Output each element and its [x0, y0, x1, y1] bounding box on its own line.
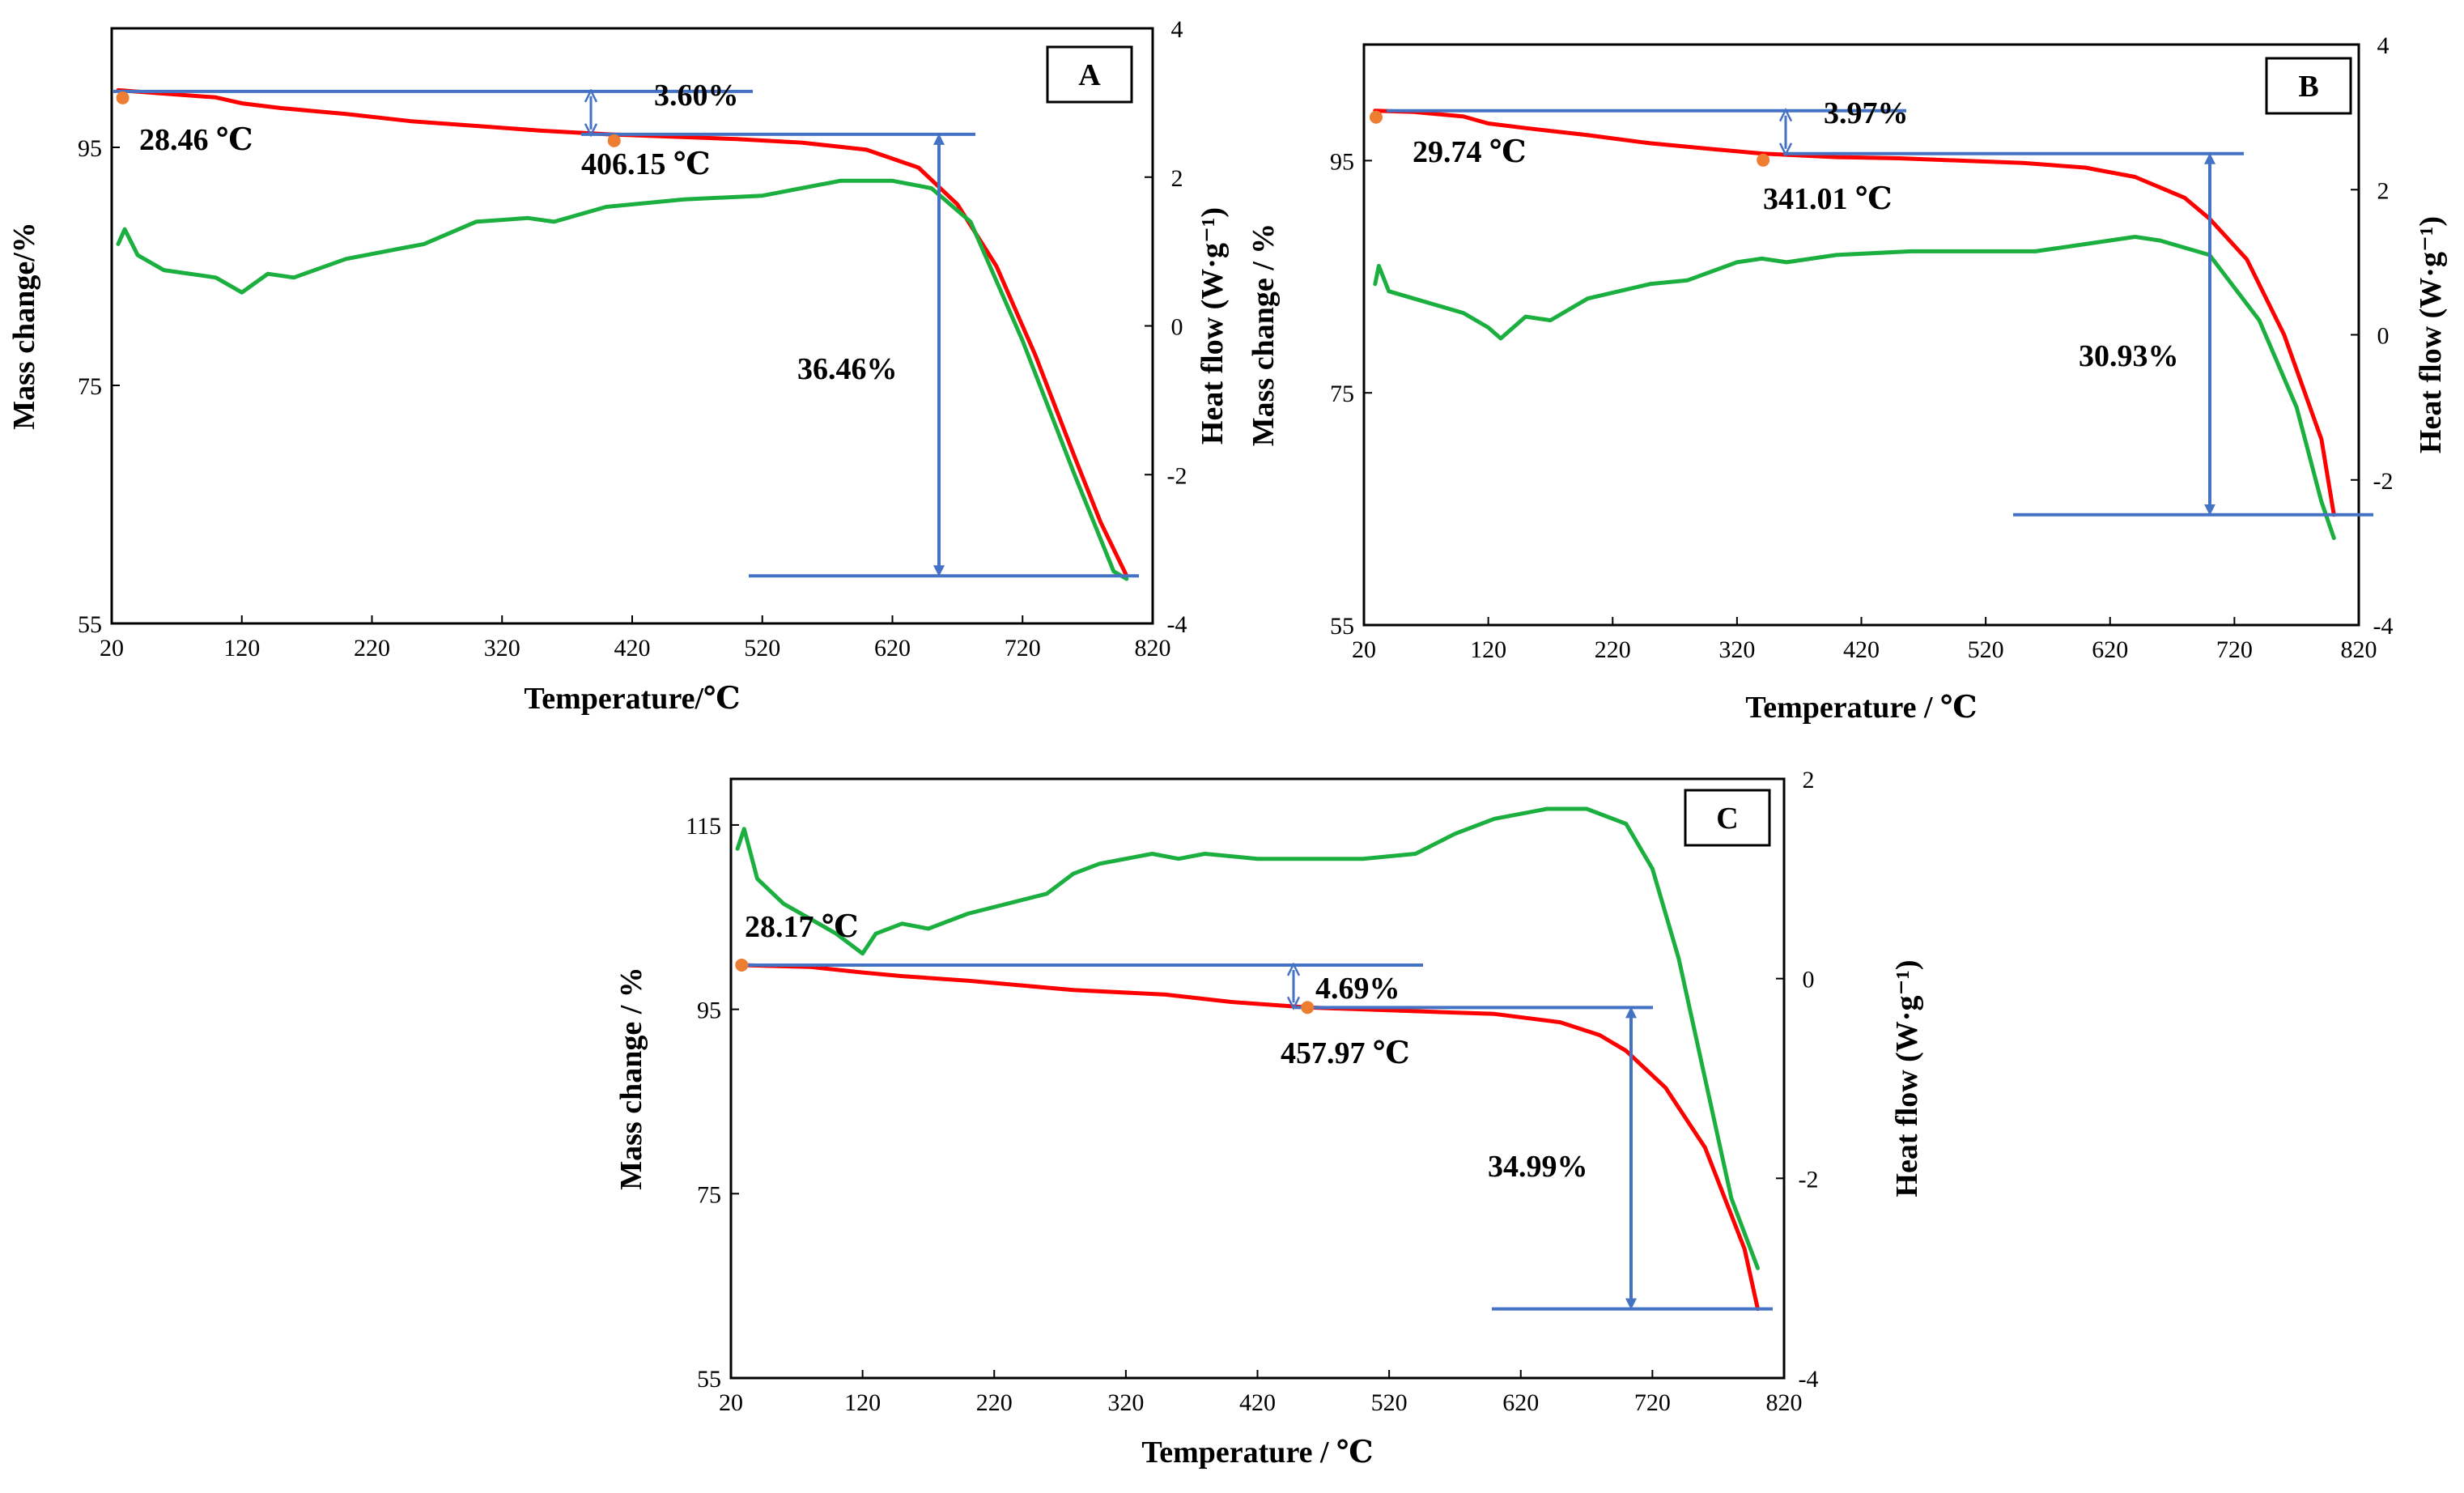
heat-flow-line — [116, 178, 1129, 581]
y-right-tick-label: -2 — [1167, 462, 1187, 489]
x-tick-label: 120 — [844, 1389, 881, 1416]
panel-letter-box — [2265, 57, 2352, 115]
temperature-marker — [607, 134, 621, 147]
y-right-tick-label: 2 — [2377, 177, 2390, 204]
y-right-axis-label: Heat flow (W·g⁻¹) — [2414, 216, 2448, 453]
x-axis-label: Temperature/℃ — [524, 682, 740, 716]
x-tick-label: 620 — [874, 635, 911, 661]
panel-b: 20 120 220 320 420 520 620 720 820 55 75 95 -4 -2 0 2 4 T… — [1247, 32, 2448, 725]
temperature-annotation: 28.17 ℃ — [745, 910, 859, 944]
x-tick-label: 320 — [1718, 636, 1755, 663]
temperature-marker — [735, 958, 749, 972]
x-axis-label: Temperature / ℃ — [1745, 691, 1977, 725]
x-tick-label: 720 — [2216, 636, 2253, 663]
heat-flow-line — [1373, 235, 2336, 540]
temperature-marker — [1301, 1001, 1315, 1014]
y-left-axis-label: Mass change / % — [1247, 223, 1281, 447]
y-left-tick-label: 75 — [78, 373, 102, 400]
y-left-tick-label: 95 — [697, 997, 721, 1024]
x-tick-label: 720 — [1634, 1389, 1671, 1416]
x-tick-label: 120 — [223, 635, 260, 661]
x-tick-label: 620 — [2092, 636, 2128, 663]
x-tick-label: 520 — [1968, 636, 2004, 663]
panel-a: 20 120 220 320 420 520 620 720 820 55 75 95 -4 -2 0 2 4 T… — [7, 16, 1230, 716]
heat-flow-line — [735, 806, 1760, 1270]
y-right-axis-label: Heat flow (W·g⁻¹) — [1890, 959, 1924, 1197]
y-left-tick-label: 75 — [697, 1181, 721, 1208]
mass-loss-label-decomposition: 30.93% — [2079, 339, 2179, 373]
mass-change-line — [1373, 108, 2336, 517]
temperature-annotation: 457.97 ℃ — [1281, 1036, 1410, 1070]
mass-loss-label-initial: 3.97% — [1824, 96, 1909, 130]
y-left-tick-label: 95 — [1330, 148, 1354, 175]
mass-loss-label-decomposition: 34.99% — [1488, 1150, 1588, 1184]
temperature-marker — [116, 91, 130, 104]
y-right-tick-label: 2 — [1171, 165, 1183, 192]
mass-loss-label-initial: 4.69% — [1315, 972, 1400, 1006]
panel-letter: B — [2298, 70, 2318, 104]
x-tick-label: 320 — [1107, 1389, 1144, 1416]
temperature-annotation: 341.01 ℃ — [1763, 182, 1893, 216]
y-left-tick-label: 55 — [78, 611, 102, 638]
panel-letter-box — [1684, 789, 1771, 847]
y-left-tick-label: 55 — [1330, 613, 1354, 640]
y-left-tick-label: 75 — [1330, 381, 1354, 407]
y-right-tick-label: -2 — [1799, 1166, 1819, 1193]
x-tick-label: 120 — [1470, 636, 1506, 663]
y-left-axis-label: Mass change/% — [7, 222, 41, 430]
mass-change-line — [739, 963, 1760, 1312]
x-tick-label: 220 — [976, 1389, 1013, 1416]
y-right-tick-label: -4 — [2373, 613, 2394, 640]
x-tick-label: 420 — [1239, 1389, 1276, 1416]
x-tick-label: 820 — [1766, 1389, 1803, 1416]
y-right-axis-label: Heat flow (W·g⁻¹) — [1196, 207, 1230, 444]
x-tick-label: 220 — [354, 635, 390, 661]
temperature-marker — [1369, 110, 1383, 124]
y-left-tick-label: 55 — [697, 1366, 721, 1393]
y-left-axis-label: Mass change / % — [614, 967, 648, 1190]
temperature-annotation: 406.15 ℃ — [581, 147, 711, 181]
x-tick-label: 720 — [1005, 635, 1041, 661]
x-tick-label: 620 — [1502, 1389, 1539, 1416]
x-tick-label: 420 — [1843, 636, 1880, 663]
y-right-tick-label: -4 — [1799, 1366, 1819, 1393]
panel-letter: A — [1078, 58, 1101, 92]
temperature-annotation: 29.74 ℃ — [1413, 135, 1527, 169]
y-left-tick-label: 115 — [686, 813, 721, 840]
panel-c: 20 120 220 320 420 520 620 720 820 55 75 95 115 -4 -2 0… — [614, 767, 1924, 1470]
x-tick-label: 820 — [1135, 635, 1171, 661]
x-tick-label: 820 — [2341, 636, 2377, 663]
plot-frame — [110, 27, 1154, 625]
y-right-tick-label: 4 — [1171, 16, 1183, 43]
y-right-tick-label: 0 — [1171, 314, 1183, 341]
y-left-tick-label: 95 — [78, 135, 102, 162]
x-tick-label: 220 — [1595, 636, 1631, 663]
x-tick-label: 520 — [744, 635, 780, 661]
x-tick-label: 520 — [1371, 1389, 1408, 1416]
x-tick-label: 20 — [1352, 636, 1376, 663]
panel-letter: C — [1716, 802, 1738, 836]
temperature-marker — [1757, 153, 1770, 167]
x-tick-label: 20 — [719, 1389, 743, 1416]
y-right-tick-label: 4 — [2377, 32, 2390, 59]
mass-loss-label-decomposition: 36.46% — [797, 352, 898, 386]
mass-change-line — [116, 87, 1129, 578]
y-right-tick-label: 2 — [1803, 767, 1815, 793]
x-tick-label: 320 — [484, 635, 520, 661]
x-tick-label: 420 — [614, 635, 651, 661]
y-right-tick-label: 0 — [1803, 967, 1815, 993]
mass-loss-label-initial: 3.60% — [654, 79, 739, 113]
plot-frame — [729, 777, 1786, 1380]
x-axis-label: Temperature / ℃ — [1141, 1436, 1373, 1470]
y-right-tick-label: 0 — [2377, 323, 2390, 350]
x-tick-label: 20 — [100, 635, 124, 661]
panel-letter-box — [1046, 45, 1133, 104]
y-right-tick-label: -2 — [2373, 468, 2394, 495]
y-right-tick-label: -4 — [1167, 611, 1187, 638]
temperature-annotation: 28.46 ℃ — [139, 123, 253, 157]
